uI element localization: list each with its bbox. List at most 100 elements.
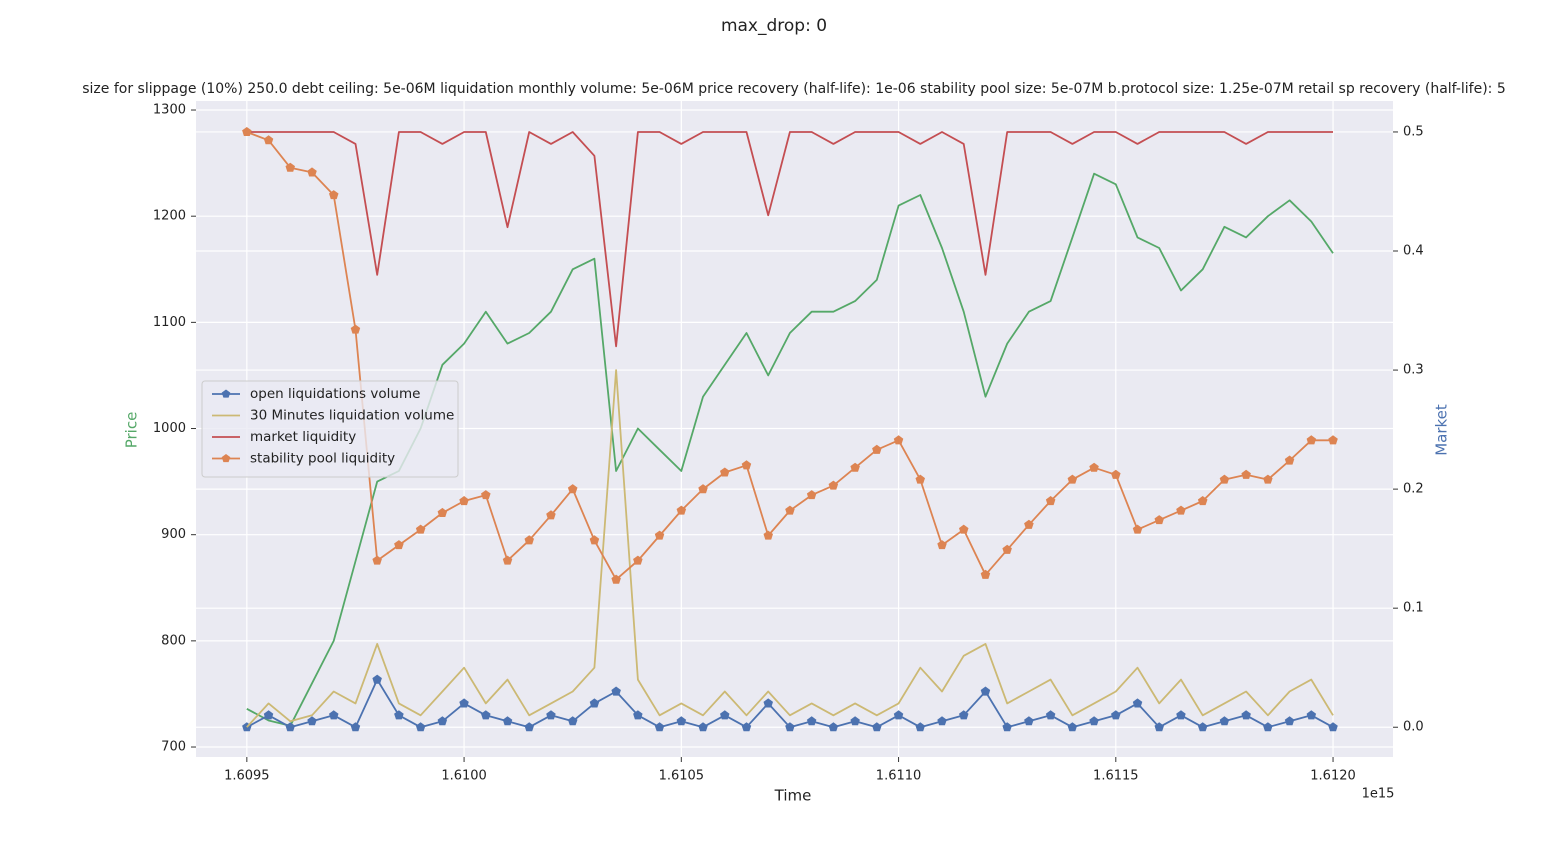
series-marker (502, 716, 513, 726)
x-tick-label: 1.6120 (1310, 769, 1356, 784)
series-marker (1132, 524, 1143, 534)
series-marker (850, 716, 860, 726)
y-tick-label: 900 (161, 527, 186, 542)
series-marker (806, 490, 817, 500)
series-marker (720, 710, 730, 720)
x-tick-label: 1.6115 (1093, 769, 1139, 784)
series-marker (350, 722, 361, 732)
series-marker (741, 722, 752, 732)
marks (242, 127, 1338, 732)
series-marker (698, 722, 708, 732)
series-marker (589, 535, 600, 545)
series-marker (1089, 716, 1099, 726)
series-marker (567, 716, 578, 726)
series-marker (481, 710, 491, 720)
series-marker (980, 569, 991, 579)
y-tick-label: 1200 (153, 209, 186, 224)
chart-subtitle: size for slippage (10%) 250.0 debt ceili… (82, 81, 1506, 97)
y2-tick-label: 0.0 (1403, 720, 1424, 735)
series-marker (307, 167, 317, 177)
series-marker (1154, 515, 1164, 525)
series-marker (959, 710, 969, 720)
series-marker (915, 474, 925, 484)
series-marker (654, 530, 665, 540)
legend: open liquidations volume 30 Minutes liqui… (201, 380, 459, 478)
series-marker (1284, 455, 1295, 465)
series-line (246, 131, 1333, 348)
series-marker (893, 710, 904, 720)
series-marker (872, 444, 882, 454)
series-marker (1002, 544, 1012, 554)
legend-label: stability pool liquidity (250, 451, 395, 467)
series-marker (589, 698, 600, 708)
y2-tick-label: 0.5 (1403, 124, 1424, 139)
series-marker (806, 716, 817, 726)
series-marker (1132, 698, 1143, 708)
series-marker (654, 722, 665, 732)
series-marker (1241, 710, 1251, 720)
series-marker (1176, 710, 1186, 720)
series-marker (676, 505, 687, 515)
series-marker (329, 190, 339, 200)
series-marker (1197, 722, 1208, 732)
series-marker (459, 698, 469, 708)
series-marker (959, 524, 969, 534)
series-marker (1045, 496, 1056, 506)
series-marker (741, 460, 752, 470)
series-marker (350, 324, 361, 334)
series-marker (1328, 722, 1338, 732)
legend-box (201, 380, 459, 478)
legend-label: market liquidity (250, 429, 356, 445)
y-tick-label: 1300 (153, 103, 186, 118)
y2-tick-label: 0.2 (1403, 482, 1424, 497)
x-tick-label: 1.6100 (441, 769, 487, 784)
series-marker (1045, 710, 1056, 720)
series-marker (893, 435, 904, 445)
series-marker (1024, 716, 1034, 726)
x-axis-label: Time (774, 787, 812, 805)
series-marker (611, 686, 621, 696)
x-tick-label: 1.6105 (659, 769, 705, 784)
series-marker (546, 510, 556, 520)
y-tick-label: 1000 (153, 421, 186, 436)
series-marker (633, 555, 643, 565)
series-marker (1219, 474, 1230, 484)
series-marker (633, 710, 643, 720)
series-marker (872, 722, 882, 732)
legend-label: 30 Minutes liquidation volume (250, 408, 454, 424)
y2-tick-label: 0.4 (1403, 244, 1424, 259)
chart-title: max_drop: 0 (721, 16, 827, 36)
series-marker (1111, 710, 1121, 720)
series-marker (263, 135, 274, 145)
series-marker (437, 716, 448, 726)
legend-label: open liquidations volume (250, 386, 420, 402)
series-marker (394, 710, 404, 720)
series-marker (285, 722, 295, 732)
series-marker (415, 722, 426, 732)
series-marker (937, 540, 947, 550)
x-tick-label: 1.6110 (876, 769, 922, 784)
y2-axis-label: Market (1433, 404, 1451, 456)
series-marker (372, 674, 382, 684)
series-marker (524, 535, 534, 545)
series-marker (1067, 722, 1078, 732)
series-marker (1328, 435, 1338, 445)
grid: 1.6095 1.6100 1.6105 1.6110 1.6115 1.6120 700 8… (153, 101, 1424, 784)
series-marker (763, 530, 773, 540)
series-marker (720, 467, 730, 477)
series-marker (372, 555, 382, 565)
series-marker (481, 490, 491, 500)
series-marker (1263, 474, 1273, 484)
series-marker (502, 555, 513, 565)
series-marker (567, 484, 578, 494)
y2-tick-label: 0.1 (1403, 601, 1424, 616)
series-marker (1176, 505, 1186, 515)
series-marker (785, 505, 795, 515)
series-marker (828, 480, 839, 490)
series-marker (1306, 435, 1317, 445)
series-marker (763, 698, 773, 708)
series-marker (676, 716, 687, 726)
series-marker (1154, 722, 1164, 732)
legend-marker (221, 389, 231, 398)
legend-marker (221, 454, 231, 463)
